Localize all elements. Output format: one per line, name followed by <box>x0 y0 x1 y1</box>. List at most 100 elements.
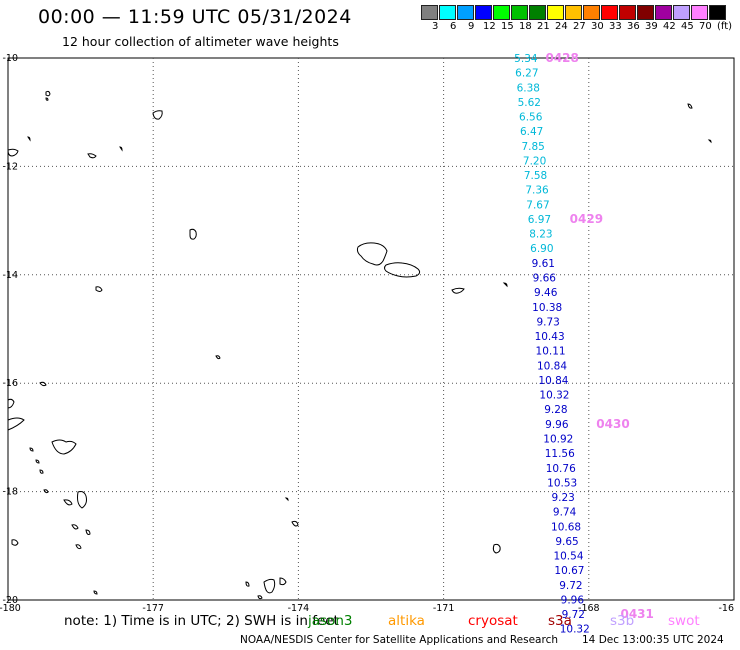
color-scale-label: 24 <box>555 21 568 32</box>
pass-label: 0431 <box>620 607 653 621</box>
page-subtitle: 12 hour collection of altimeter wave hei… <box>62 34 339 49</box>
x-tick-label: -168 <box>578 603 600 614</box>
x-tick-label: -177 <box>142 603 164 614</box>
color-scale-label: 9 <box>468 21 475 32</box>
color-scale-labels: 3 6 9 12 15 18 21 24 27 30 33 36 39 42 45 70 (ft) <box>421 21 740 33</box>
color-scale-label: 3 <box>432 21 439 32</box>
swh-value: 9.28 <box>544 404 567 416</box>
island-f <box>51 439 77 455</box>
swh-value: 9.96 <box>561 594 585 606</box>
color-swatch <box>619 5 636 20</box>
color-swatch <box>673 5 690 20</box>
color-swatch <box>457 5 474 20</box>
color-scale-label: 70 <box>699 21 712 32</box>
pass-labels: 0428 0429 0430 0431 <box>545 51 653 621</box>
swh-value: 10.32 <box>539 390 569 402</box>
island-savaii <box>356 242 388 266</box>
color-scale-label: 27 <box>573 21 586 32</box>
color-scale <box>421 5 727 20</box>
color-scale-label: 39 <box>645 21 658 32</box>
color-scale-label: 15 <box>501 21 514 32</box>
island-i <box>11 469 49 546</box>
island-upolu <box>384 262 421 278</box>
island-c <box>7 148 19 157</box>
color-scale-label: 30 <box>591 21 604 32</box>
island-n <box>27 136 508 595</box>
island-a <box>152 110 163 120</box>
swh-value: 10.92 <box>543 433 573 445</box>
swh-value: 7.20 <box>523 155 546 167</box>
x-tick-label: -16 <box>718 603 734 614</box>
island-wallis <box>189 228 197 240</box>
color-scale-label: 18 <box>519 21 532 32</box>
color-swatch <box>547 5 564 20</box>
color-swatch <box>583 5 600 20</box>
pass-label: 0430 <box>596 417 629 431</box>
swh-value: 10.54 <box>553 551 583 563</box>
credit-line: NOAA/NESDIS Center for Satellite Applica… <box>240 634 558 646</box>
satellite-swot: swot <box>668 613 700 629</box>
satellite-cryosat: cryosat <box>468 613 518 629</box>
footer-note: note: 1) Time is in UTC; 2) SWH is in fe… <box>64 613 339 629</box>
swh-value: 9.96 <box>545 419 569 431</box>
island-b <box>45 90 51 101</box>
island-outlines <box>7 90 712 600</box>
island-e <box>7 398 25 431</box>
y-tick-label: -12 <box>2 161 18 172</box>
color-swatch <box>565 5 582 20</box>
swh-value: 9.74 <box>553 507 577 519</box>
x-tick-label: -171 <box>433 603 455 614</box>
y-tick-label: -10 <box>2 53 18 64</box>
swh-value: 10.38 <box>532 302 562 314</box>
swh-value: 7.36 <box>525 185 549 197</box>
color-scale-label: 33 <box>609 21 622 32</box>
swh-value: 9.46 <box>534 287 558 299</box>
swh-value: 10.84 <box>538 375 568 387</box>
swh-value: 8.23 <box>529 229 552 241</box>
swh-value: 10.68 <box>551 521 581 533</box>
swh-value: 6.38 <box>517 82 540 94</box>
island-futuna <box>95 286 103 292</box>
swh-value: 6.56 <box>519 112 543 124</box>
swh-value: 5.34 <box>514 53 538 65</box>
swh-value: 6.90 <box>530 243 553 255</box>
swh-value: 9.66 <box>533 273 557 285</box>
swh-value: 10.67 <box>554 565 584 577</box>
swh-value: 6.27 <box>515 68 538 80</box>
axis-ticks: -180 -177 -174 -171 -168 -16 -10 -12 -14 -16 -18 -2… <box>0 53 734 614</box>
color-swatch <box>529 5 546 20</box>
swh-value: 10.43 <box>535 331 565 343</box>
color-swatch <box>511 5 528 20</box>
satellite-s3b: s3b <box>610 613 635 629</box>
swh-value: 6.47 <box>520 126 543 138</box>
timestamp: 14 Dec 13:00:35 UTC 2024 <box>582 634 724 646</box>
swh-value: 9.61 <box>532 258 555 270</box>
color-scale-label: 42 <box>663 21 676 32</box>
color-scale-label: 12 <box>483 21 496 32</box>
color-scale-label: 21 <box>537 21 550 32</box>
island-tutuila <box>451 287 465 294</box>
pass-label: 0429 <box>570 212 603 226</box>
swh-value: 9.65 <box>555 536 578 548</box>
x-tick-label: -180 <box>0 603 21 614</box>
swh-value: 7.67 <box>526 199 549 211</box>
swh-value: 9.23 <box>551 492 574 504</box>
page-title: 00:00 — 11:59 UTC 05/31/2024 <box>38 6 352 28</box>
y-tick-label: -18 <box>2 487 18 498</box>
swh-value: 10.53 <box>547 477 577 489</box>
y-tick-label: -16 <box>2 378 18 389</box>
color-scale-label: 36 <box>627 21 640 32</box>
y-tick-label: -14 <box>2 270 18 281</box>
island-l <box>492 543 501 554</box>
color-scale-label: 6 <box>450 21 457 32</box>
color-swatch <box>709 5 726 20</box>
x-tick-label: -174 <box>288 603 310 614</box>
swh-value: 9.73 <box>536 316 559 328</box>
color-swatch <box>475 5 492 20</box>
y-tick-label: -20 <box>2 595 18 606</box>
map-frame <box>7 57 735 601</box>
swh-value: 9.72 <box>559 580 582 592</box>
swh-value: 10.11 <box>536 346 566 358</box>
swh-value: 10.32 <box>560 624 590 636</box>
